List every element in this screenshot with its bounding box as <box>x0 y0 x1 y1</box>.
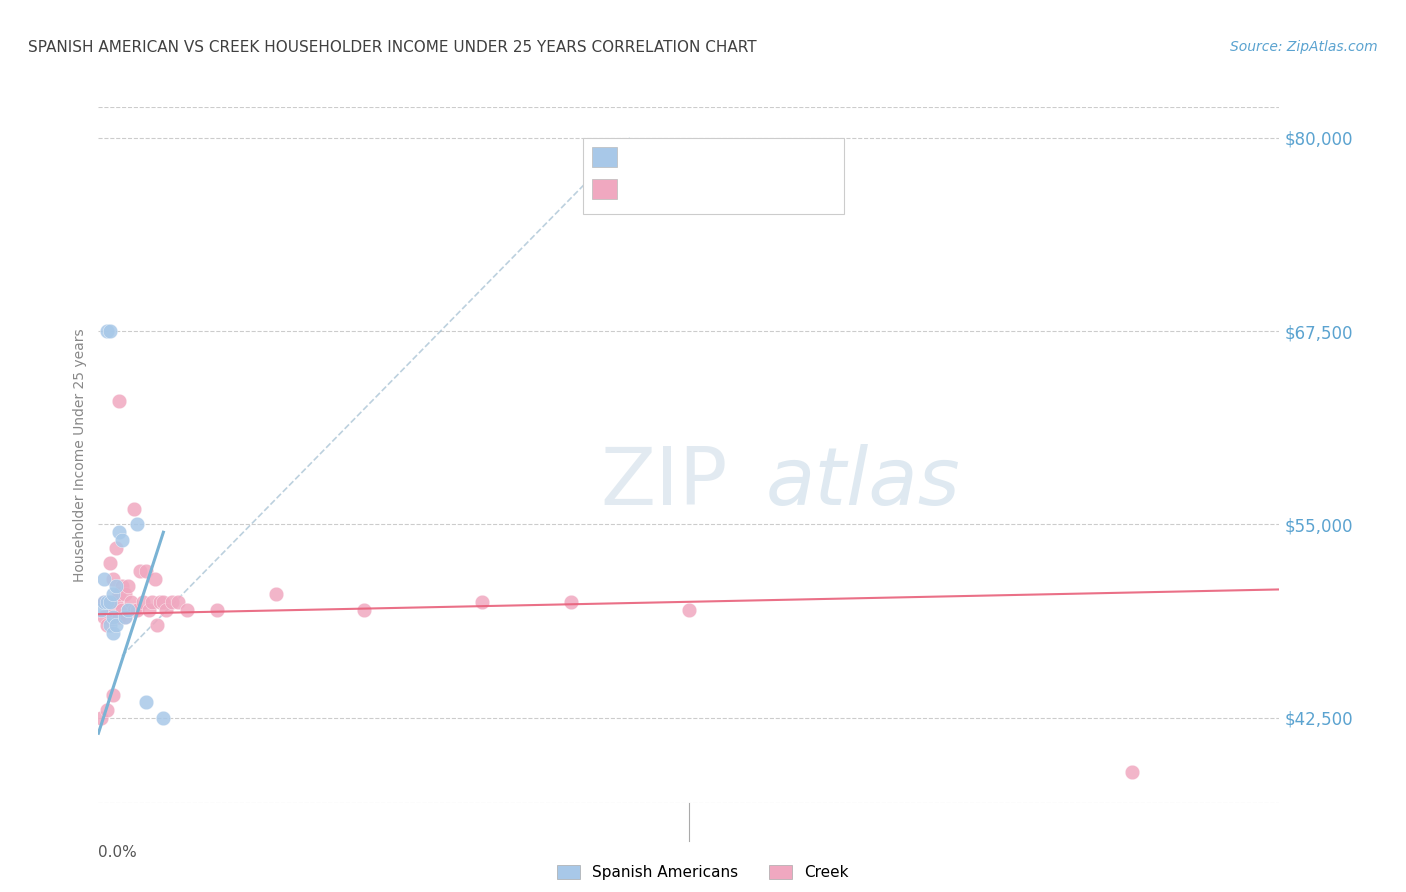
Point <box>264 587 287 601</box>
Point <box>114 610 136 624</box>
Point <box>98 556 121 570</box>
Point <box>93 610 115 624</box>
Point <box>105 541 128 555</box>
Point <box>117 602 139 616</box>
Point <box>93 595 115 609</box>
Point <box>176 602 198 616</box>
Point <box>105 618 128 632</box>
Point <box>96 618 118 632</box>
Point <box>103 688 125 702</box>
Y-axis label: Householder Income Under 25 years: Householder Income Under 25 years <box>73 328 87 582</box>
Point <box>96 703 118 717</box>
Point <box>103 602 125 616</box>
Point <box>152 595 174 609</box>
Point <box>128 564 150 578</box>
Legend: Spanish Americans, Creek: Spanish Americans, Creek <box>557 865 849 880</box>
Point <box>111 602 134 616</box>
Point <box>353 602 375 616</box>
Point <box>98 618 121 632</box>
Point <box>96 324 118 338</box>
Text: ZIP: ZIP <box>600 443 728 522</box>
Point <box>105 579 128 593</box>
Point <box>125 602 148 616</box>
Text: Source: ZipAtlas.com: Source: ZipAtlas.com <box>1230 40 1378 54</box>
Point <box>120 595 142 609</box>
Text: R = 0.248   N = 20: R = 0.248 N = 20 <box>626 142 783 160</box>
Point <box>146 618 169 632</box>
Point <box>108 610 131 624</box>
Point <box>114 610 136 624</box>
Point <box>98 595 121 609</box>
Point <box>103 587 125 601</box>
Point <box>205 602 228 616</box>
Point <box>105 595 128 609</box>
Point <box>471 595 494 609</box>
Point <box>132 595 155 609</box>
Point <box>108 525 131 540</box>
Point <box>122 502 145 516</box>
Text: atlas: atlas <box>766 443 960 522</box>
Text: SPANISH AMERICAN VS CREEK HOUSEHOLDER INCOME UNDER 25 YEARS CORRELATION CHART: SPANISH AMERICAN VS CREEK HOUSEHOLDER IN… <box>28 40 756 55</box>
Point <box>96 595 118 609</box>
Point <box>135 695 157 709</box>
Point <box>108 393 131 408</box>
Point <box>152 711 174 725</box>
Point <box>122 602 145 616</box>
Point <box>138 602 160 616</box>
Point <box>111 579 134 593</box>
Point <box>143 572 166 586</box>
Point <box>678 602 700 616</box>
Point <box>149 595 172 609</box>
Point <box>98 595 121 609</box>
Point <box>135 564 157 578</box>
Point <box>114 587 136 601</box>
Point <box>90 602 112 616</box>
Point <box>108 587 131 601</box>
Point <box>93 595 115 609</box>
Point <box>117 579 139 593</box>
Point <box>167 595 190 609</box>
Point <box>103 625 125 640</box>
Text: 0.0%: 0.0% <box>98 845 138 860</box>
Point <box>162 595 183 609</box>
Point <box>117 602 139 616</box>
Text: R = 0.009   N = 46: R = 0.009 N = 46 <box>626 175 783 193</box>
Point <box>103 572 125 586</box>
Point <box>560 595 582 609</box>
Point <box>103 610 125 624</box>
Point <box>141 595 163 609</box>
Point <box>1121 764 1143 779</box>
Point <box>125 517 148 532</box>
Point <box>111 533 134 547</box>
Point <box>155 602 177 616</box>
Point <box>93 572 115 586</box>
Point <box>90 711 112 725</box>
Point <box>98 324 121 338</box>
